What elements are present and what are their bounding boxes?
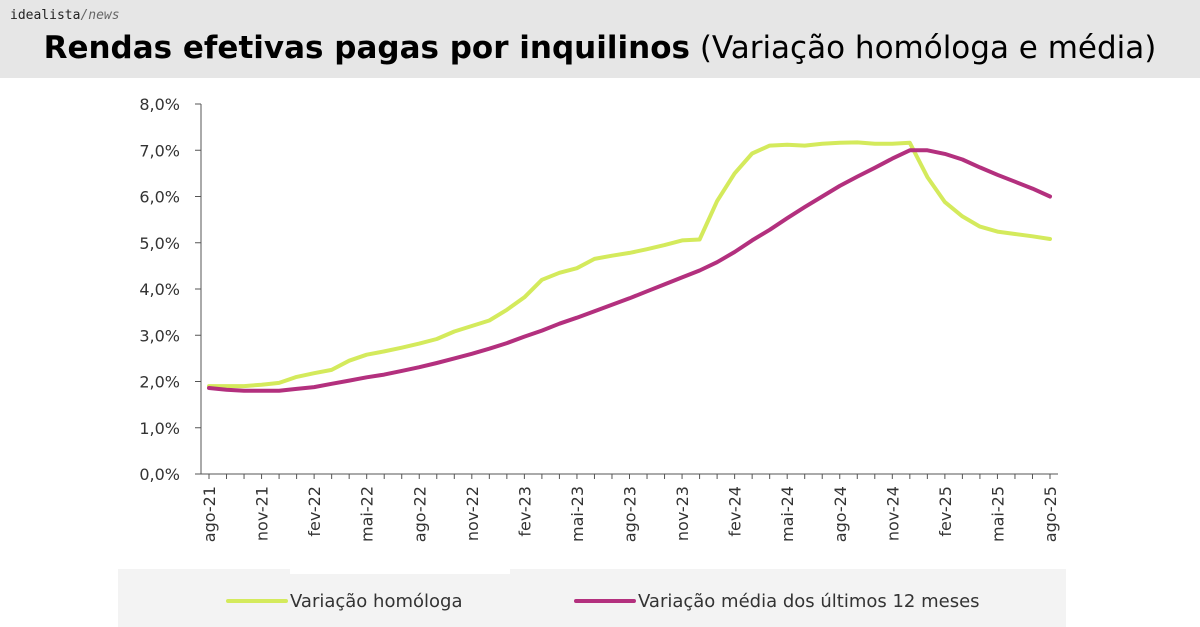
y-tick-label: 7,0% (139, 141, 180, 160)
x-tick-label: fev-22 (305, 486, 324, 537)
brand-section: news (88, 8, 120, 23)
x-tick-label: ago-25 (1041, 486, 1060, 542)
x-tick-label: nov-23 (673, 486, 692, 541)
legend-label: Variação média dos últimos 12 meses (638, 591, 980, 612)
x-tick-label: mai-23 (568, 486, 587, 542)
x-tick-label: ago-24 (831, 486, 850, 542)
y-tick-label: 3,0% (139, 326, 180, 345)
y-tick-label: 4,0% (139, 280, 180, 299)
x-tick-label: mai-24 (778, 486, 797, 542)
brand-logo[interactable]: idealista/news (10, 8, 120, 23)
x-tick-label: mai-22 (358, 486, 377, 542)
x-tick-label: ago-22 (410, 486, 429, 542)
series-line-media (207, 148, 1052, 393)
y-tick-label: 8,0% (139, 95, 180, 114)
x-tick-label: nov-21 (253, 486, 272, 541)
y-tick-label: 2,0% (139, 373, 180, 392)
x-tick-label: fev-24 (726, 486, 745, 537)
x-tick-label: ago-21 (200, 486, 219, 542)
series-line-homologa (207, 140, 1052, 389)
brand-separator: / (80, 8, 89, 23)
x-tick-label: fev-23 (515, 486, 534, 537)
title-main: Rendas efetivas pagas por inquilinos (43, 30, 690, 66)
y-tick-label: 6,0% (139, 188, 180, 207)
title-sub: (Variação homóloga e média) (699, 30, 1157, 66)
legend-box (118, 569, 1066, 627)
x-tick-label: nov-24 (883, 486, 902, 541)
y-tick-label: 1,0% (139, 419, 180, 438)
axes: 0,0% 1,0% 2,0% 3,0% 4,0% 5,0% 6,0% 7,0% 8,0% ago-… (139, 95, 1060, 542)
y-tick-label: 5,0% (139, 234, 180, 253)
header-bar: idealista/news Rendas efetivas pagas por… (0, 0, 1200, 78)
x-tick-label: fev-25 (936, 486, 955, 537)
series-layer (207, 140, 1052, 393)
x-tick-label: ago-23 (621, 486, 640, 542)
y-tick-label: 0,0% (139, 465, 180, 484)
legend-box-gap (290, 566, 510, 574)
page-title: Rendas efetivas pagas por inquilinos (Va… (0, 30, 1200, 66)
brand-name: idealista (10, 8, 81, 23)
legend-label: Variação homóloga (290, 591, 462, 612)
x-tick-label: mai-25 (988, 486, 1007, 542)
legend: Variação homóloga Variação média dos últi… (226, 591, 980, 612)
x-tick-label: nov-22 (463, 486, 482, 541)
